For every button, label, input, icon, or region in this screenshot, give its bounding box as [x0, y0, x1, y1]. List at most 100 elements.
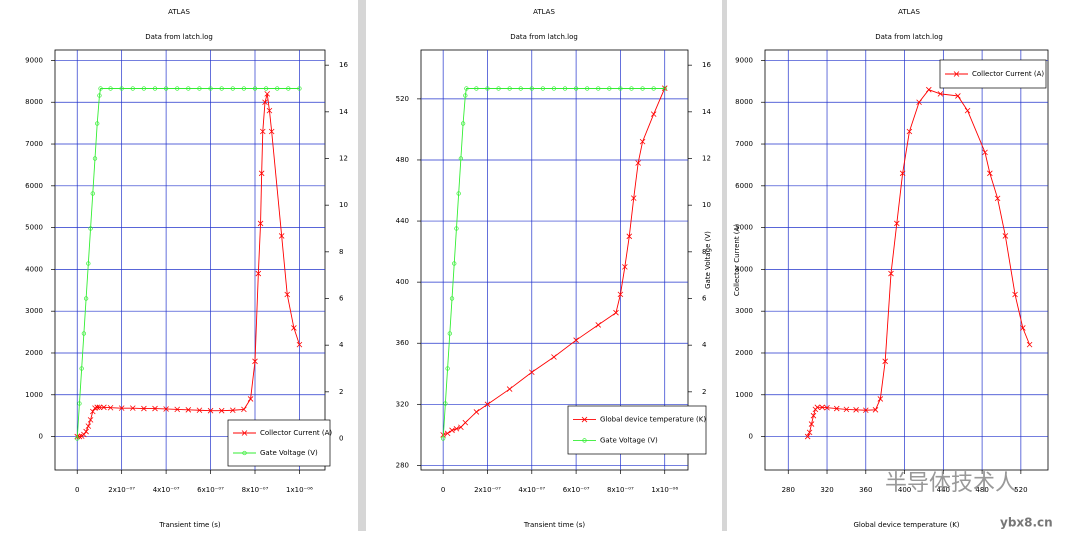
- y-tick-label: 5000: [735, 224, 753, 232]
- y-tick-label: 320: [396, 400, 409, 408]
- marker: [613, 309, 619, 316]
- marker: [284, 291, 291, 298]
- marker: [263, 86, 269, 91]
- x-tick-label: 480: [975, 486, 988, 494]
- y-tick-label: 1000: [25, 391, 43, 399]
- marker: [460, 121, 466, 126]
- marker: [810, 412, 817, 419]
- x-tick-label: 4x10⁻⁰⁷: [153, 486, 180, 494]
- marker: [955, 93, 961, 99]
- watermark-site: ybx8.cn: [1000, 516, 1053, 530]
- y2-tick-label: 0: [339, 435, 343, 443]
- y2-tick-label: 2: [339, 388, 343, 396]
- marker: [247, 396, 254, 402]
- x-tick-label: 0: [75, 486, 79, 494]
- marker: [286, 86, 291, 91]
- marker: [174, 406, 181, 413]
- y2-tick-label: 10: [702, 201, 711, 209]
- marker: [899, 170, 906, 177]
- y-axis-label: Collector Current (A): [733, 224, 741, 296]
- marker: [987, 170, 993, 177]
- legend-marker: [953, 71, 960, 77]
- marker: [175, 86, 180, 91]
- marker: [877, 396, 884, 402]
- marker: [95, 121, 100, 126]
- y2-tick-label: 12: [339, 155, 348, 163]
- marker: [462, 419, 469, 426]
- marker: [551, 354, 557, 360]
- y-tick-label: 0: [749, 433, 753, 441]
- marker: [257, 220, 264, 227]
- marker: [108, 86, 113, 91]
- chart-subtitle: Data from latch.log: [510, 33, 578, 41]
- y2-tick-label: 6: [702, 295, 707, 303]
- legend: [227, 419, 331, 467]
- marker: [529, 369, 535, 376]
- marker: [819, 404, 825, 411]
- x-tick-label: 8x10⁻⁰⁷: [607, 486, 634, 494]
- plot-frame: [420, 49, 689, 471]
- y-tick-label: 8000: [735, 98, 753, 106]
- y2-tick-label: 8: [702, 248, 706, 256]
- x-tick-label: 2x10⁻⁰⁷: [474, 486, 501, 494]
- marker: [88, 226, 93, 231]
- y-tick-label: 440: [396, 217, 409, 225]
- plot-frame: [764, 49, 1049, 471]
- marker: [926, 86, 932, 93]
- marker: [452, 261, 457, 266]
- marker: [529, 86, 534, 91]
- marker: [662, 86, 667, 91]
- marker: [629, 86, 634, 91]
- marker: [129, 405, 136, 411]
- marker: [90, 191, 95, 196]
- marker: [456, 191, 461, 196]
- y2-tick-label: 8: [339, 248, 343, 256]
- legend: [567, 405, 707, 455]
- y-tick-label: 2000: [25, 349, 43, 357]
- marker: [449, 427, 455, 434]
- x-tick-label: 400: [898, 486, 911, 494]
- marker: [443, 401, 448, 406]
- marker: [630, 195, 637, 201]
- marker: [218, 407, 225, 414]
- x-tick-label: 6x10⁻⁰⁷: [563, 486, 590, 494]
- marker: [518, 86, 523, 91]
- marker: [485, 86, 490, 91]
- y2-tick-label: 14: [702, 108, 711, 116]
- marker: [804, 433, 811, 440]
- marker: [296, 341, 303, 348]
- marker: [163, 406, 169, 412]
- y-tick-label: 480: [396, 156, 409, 164]
- legend-label: Global device temperature (K): [600, 416, 706, 424]
- marker: [98, 86, 103, 91]
- marker: [118, 405, 125, 411]
- y-tick-label: 520: [396, 95, 409, 103]
- marker: [83, 428, 89, 435]
- y-tick-label: 2000: [735, 349, 753, 357]
- marker: [474, 86, 479, 91]
- marker: [185, 407, 192, 413]
- marker: [863, 407, 869, 414]
- y-tick-label: 4000: [25, 265, 43, 273]
- chart-title: ATLAS: [898, 8, 920, 16]
- y2-tick-label: 16: [702, 61, 711, 69]
- x-tick-label: 0: [441, 486, 445, 494]
- marker: [1012, 291, 1018, 298]
- marker: [464, 86, 469, 91]
- marker: [94, 404, 101, 411]
- marker: [230, 86, 235, 91]
- marker: [197, 86, 202, 91]
- marker: [445, 366, 450, 371]
- marker: [229, 407, 236, 414]
- marker: [87, 417, 94, 423]
- marker: [196, 407, 203, 414]
- marker: [186, 86, 191, 91]
- marker: [453, 425, 460, 432]
- marker: [141, 86, 147, 91]
- marker: [258, 170, 265, 177]
- marker: [130, 86, 135, 91]
- marker: [540, 86, 546, 91]
- marker: [266, 107, 273, 114]
- marker: [484, 401, 491, 408]
- marker: [894, 220, 900, 227]
